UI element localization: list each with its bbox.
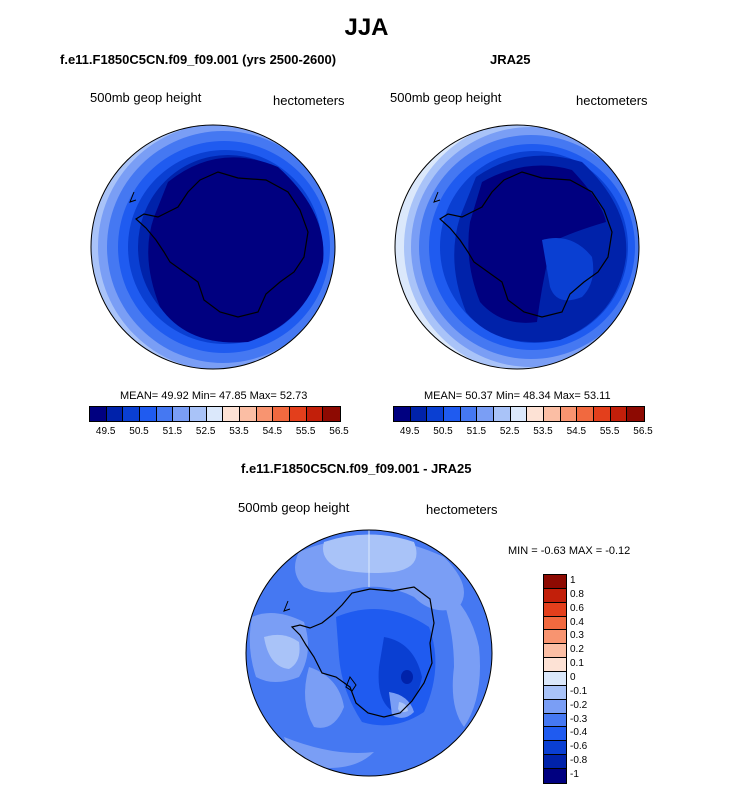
panel-1-colorbar-labels: 49.5 50.5 51.5 52.5 53.5 54.5 55.5 56.5 [89,426,349,440]
colorbar-box [610,407,628,421]
colorbar-box [323,407,340,421]
colorbar-box [156,407,174,421]
panel-3-title: f.e11.F1850C5CN.f09_f09.001 - JRA25 [241,461,472,476]
panel-2-title: JRA25 [490,52,531,67]
colorbar-tick-label: 53.5 [229,426,249,437]
colorbar-box [477,407,494,421]
colorbar-tick-label: 55.5 [599,426,620,437]
colorbar-tick-label: -0.8 [570,755,588,767]
panel-3-colorbar [543,574,567,784]
colorbar-box [527,407,544,421]
panel-2-colorbar-labels: 49.5 50.5 51.5 52.5 53.5 54.5 55.5 56.5 [393,426,653,440]
colorbar-box [289,407,307,421]
colorbar-box [510,407,528,421]
colorbar-tick-label: 50.5 [129,426,149,437]
colorbar-box [256,407,274,421]
colorbar-tick-label: 0.1 [570,658,584,670]
colorbar-box [544,630,566,645]
panel-2-variable: 500mb geop height [390,90,502,105]
colorbar-box [427,407,444,421]
panel-2-colorbar [393,406,645,422]
colorbar-tick-label: 0.4 [570,616,584,628]
colorbar-tick-label: 54.5 [566,426,587,437]
panel-3-variable: 500mb geop height [238,500,350,515]
colorbar-tick-label: 0.6 [570,602,584,614]
colorbar-box [460,407,478,421]
panel-3-stats: MIN = -0.63 MAX = -0.12 [508,545,631,557]
colorbar-box [139,407,157,421]
colorbar-tick-label: 49.5 [95,426,116,437]
colorbar-box [544,685,566,700]
colorbar-tick-label: 53.5 [533,426,553,437]
colorbar-box [493,407,511,421]
colorbar-tick-label: 56.5 [329,426,349,437]
colorbar-tick-label: 52.5 [195,426,216,437]
colorbar-tick-label: -0.1 [570,685,588,697]
colorbar-box [223,407,240,421]
colorbar-box [627,407,644,421]
colorbar-box [90,407,107,421]
colorbar-tick-label: 49.5 [399,426,420,437]
colorbar-tick-label: -0.2 [570,699,588,711]
panel-1-variable: 500mb geop height [90,90,202,105]
colorbar-box [543,407,561,421]
colorbar-box [206,407,224,421]
colorbar-box [560,407,578,421]
colorbar-box [544,769,566,783]
colorbar-box [123,407,140,421]
colorbar-tick-label: -0.6 [570,741,588,753]
colorbar-box [544,575,566,589]
panel-2-map [394,124,640,370]
colorbar-tick-label: 0 [570,672,576,683]
colorbar-tick-label: 52.5 [499,426,520,437]
colorbar-box [593,407,611,421]
colorbar-tick-label: 51.5 [466,426,487,437]
colorbar-tick-label: 55.5 [295,426,316,437]
colorbar-tick-label: -0.4 [570,727,588,739]
panel-2-units: hectometers [576,93,648,108]
colorbar-box [544,588,566,603]
colorbar-tick-label: 0.2 [570,644,584,656]
panel-1-stats: MEAN= 49.92 Min= 47.85 Max= 52.73 [120,390,308,402]
colorbar-box [189,407,207,421]
colorbar-box [544,699,566,714]
colorbar-box [544,741,566,756]
colorbar-box [306,407,324,421]
panel-3-map [245,529,493,777]
colorbar-tick-label: -0.3 [570,713,588,725]
colorbar-box [273,407,290,421]
colorbar-tick-label: 51.5 [162,426,183,437]
colorbar-tick-label: 50.5 [433,426,453,437]
panel-1-title: f.e11.F1850C5CN.f09_f09.001 (yrs 2500-26… [60,52,337,67]
panel-1-units: hectometers [273,93,345,108]
colorbar-tick-label: 1 [570,574,576,586]
panel-3-colorbar-labels: 1 0.8 0.6 0.4 0.3 0.2 0.1 0 -0.1 -0.2 -0.3 -0.4 -0.6… [570,574,610,782]
panel-3-units: hectometers [426,502,498,517]
colorbar-tick-label: 56.5 [633,426,653,437]
colorbar-box [544,755,566,770]
colorbar-box [410,407,428,421]
colorbar-box [544,727,566,742]
panel-1-colorbar [89,406,341,422]
colorbar-box [544,713,566,728]
colorbar-tick-label: 0.3 [570,630,584,642]
colorbar-tick-label: 54.5 [262,426,283,437]
colorbar-box [443,407,461,421]
panel-1-map [90,124,336,370]
colorbar-tick-label: 0.8 [570,588,584,600]
colorbar-box [577,407,594,421]
colorbar-box [239,407,257,421]
colorbar-box [394,407,411,421]
colorbar-tick-label: -1 [570,769,579,781]
figure-title: JJA [344,14,389,41]
colorbar-box [544,658,566,673]
panel-2-stats: MEAN= 50.37 Min= 48.34 Max= 53.11 [424,390,611,402]
colorbar-box [544,644,566,659]
colorbar-box [106,407,124,421]
colorbar-box [544,672,566,686]
colorbar-box [544,616,566,631]
colorbar-box [544,602,566,617]
colorbar-box [173,407,190,421]
